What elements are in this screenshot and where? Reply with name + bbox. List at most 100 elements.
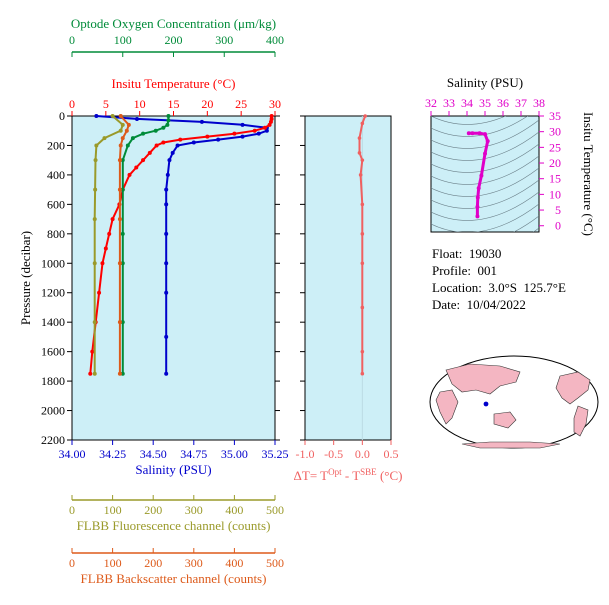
- temperature-tick-label: 25: [235, 97, 247, 111]
- ts-point: [475, 204, 480, 209]
- density-isoline: [431, 179, 539, 209]
- pressure-tick-label: 2000: [41, 404, 65, 418]
- fluorescence-point: [92, 261, 97, 266]
- world-map: [429, 355, 599, 449]
- temperature-tick-label: 0: [69, 97, 75, 111]
- backscatter-tick-label: 100: [104, 556, 122, 570]
- salinity-point: [167, 158, 172, 163]
- ts-salinity-axis-label: Salinity (PSU): [447, 75, 523, 90]
- pressure-tick-label: 200: [47, 138, 65, 152]
- salinity-tick-label: 34.75: [180, 447, 207, 461]
- temperature-axis-title: Insitu Temperature (°C): [112, 76, 236, 91]
- temperature-point: [205, 134, 210, 139]
- fluorescence-point: [110, 114, 115, 118]
- delta-t-point: [360, 232, 365, 236]
- delta-t-series-layer: [357, 114, 368, 376]
- oxygen-tick-label: 0: [69, 33, 75, 47]
- delta-t-panel: -1.0 -0.5 0.0 0.5 ΔT= TOpt - TSBE (°C): [294, 114, 402, 483]
- temperature-point: [154, 143, 159, 148]
- ts-temperature-tick-label: 35: [549, 109, 561, 123]
- ts-temperature-tick-label: 0: [555, 219, 561, 233]
- temperature-point: [269, 114, 274, 118]
- ts-point: [477, 131, 482, 136]
- pressure-tick-label: 2200: [41, 433, 65, 447]
- ts-point: [485, 139, 490, 144]
- main-series-layer: [88, 114, 274, 376]
- salinity-point: [164, 290, 169, 295]
- profile-text: Profile: 001: [432, 263, 497, 278]
- salinity-point: [240, 134, 245, 139]
- backscatter-point: [117, 158, 122, 163]
- salinity-point: [264, 128, 269, 133]
- map-landmass-south-america: [573, 405, 589, 437]
- backscatter-point: [117, 217, 122, 222]
- backscatter-tick-label: 300: [185, 556, 203, 570]
- backscatter-point: [124, 128, 129, 133]
- float-location-marker: [483, 401, 489, 407]
- fluorescence-point: [120, 122, 125, 127]
- salinity-tick-label: 34.00: [59, 447, 86, 461]
- salinity-point: [164, 187, 169, 192]
- fluorescence-point: [93, 187, 98, 192]
- pressure-tick-label: 0: [59, 109, 65, 123]
- main-ticks-layer: 0200400600800100012001400160018002000220…: [41, 16, 289, 586]
- delta-t-tick-label: -1.0: [296, 447, 315, 461]
- delta-t-label-part: SBE: [360, 467, 377, 477]
- delta-t-plot-background: [304, 115, 392, 441]
- temperature-point: [262, 125, 267, 130]
- oxygen-point: [153, 128, 158, 133]
- temperature-tick-label: 15: [168, 97, 180, 111]
- location-text: Location: 3.0°S 125.7°E: [432, 280, 566, 295]
- oxygen-point: [166, 114, 171, 118]
- temperature-point: [103, 246, 108, 251]
- ts-temperature-tick-label: 5: [555, 203, 561, 217]
- delta-t-point: [360, 305, 365, 310]
- salinity-point: [134, 116, 139, 121]
- density-isoline: [431, 203, 539, 232]
- oxygen-point: [125, 143, 130, 148]
- oxygen-tick-label: 300: [215, 33, 233, 47]
- delta-t-point: [360, 261, 365, 266]
- delta-t-label-part: - T: [342, 468, 361, 483]
- backscatter-point: [118, 143, 123, 148]
- ts-temperature-tick-label: 30: [549, 125, 561, 139]
- fluorescence-tick-label: 100: [104, 503, 122, 517]
- fluorescence-point: [92, 320, 97, 325]
- oxygen-tick-label: 200: [165, 33, 183, 47]
- map-landmass-north-america: [555, 371, 591, 405]
- temperature-point: [100, 261, 105, 266]
- delta-t-point: [360, 371, 365, 376]
- density-isoline: [431, 116, 507, 125]
- oxygen-point: [166, 118, 171, 123]
- main-profile-panel: 0200400600800100012001400160018002000220…: [18, 16, 289, 586]
- salinity-point: [164, 202, 169, 207]
- temperature-point: [134, 165, 139, 170]
- delta-t-point: [360, 158, 365, 162]
- backscatter-tick-label: 500: [266, 556, 284, 570]
- fluorescence-tick-label: 500: [266, 503, 284, 517]
- salinity-point: [164, 371, 169, 376]
- salinity-point: [216, 137, 221, 142]
- pressure-tick-label: 1200: [41, 286, 65, 300]
- ts-point: [479, 173, 484, 178]
- fluorescence-axis-title: FLBB Fluorescence channel (counts): [77, 518, 271, 533]
- fluorescence-point: [94, 143, 99, 148]
- pressure-tick-label: 1400: [41, 315, 65, 329]
- fluorescence-point: [102, 136, 107, 141]
- temperature-point: [267, 122, 272, 127]
- temperature-point: [178, 137, 183, 142]
- salinity-point: [191, 140, 196, 145]
- delta-t-label-part: Opt: [328, 467, 342, 477]
- temperature-tick-label: 10: [134, 97, 146, 111]
- temperature-point: [110, 217, 115, 222]
- ts-salinity-tick-label: 38: [533, 96, 545, 110]
- delta-t-tick-label: 0.0: [355, 447, 370, 461]
- salinity-point: [164, 231, 169, 236]
- oxygen-point: [161, 125, 166, 130]
- delta-t-point: [357, 151, 362, 155]
- salinity-tick-label: 35.25: [262, 447, 289, 461]
- salinity-point: [165, 172, 170, 177]
- backscatter-point: [117, 371, 122, 376]
